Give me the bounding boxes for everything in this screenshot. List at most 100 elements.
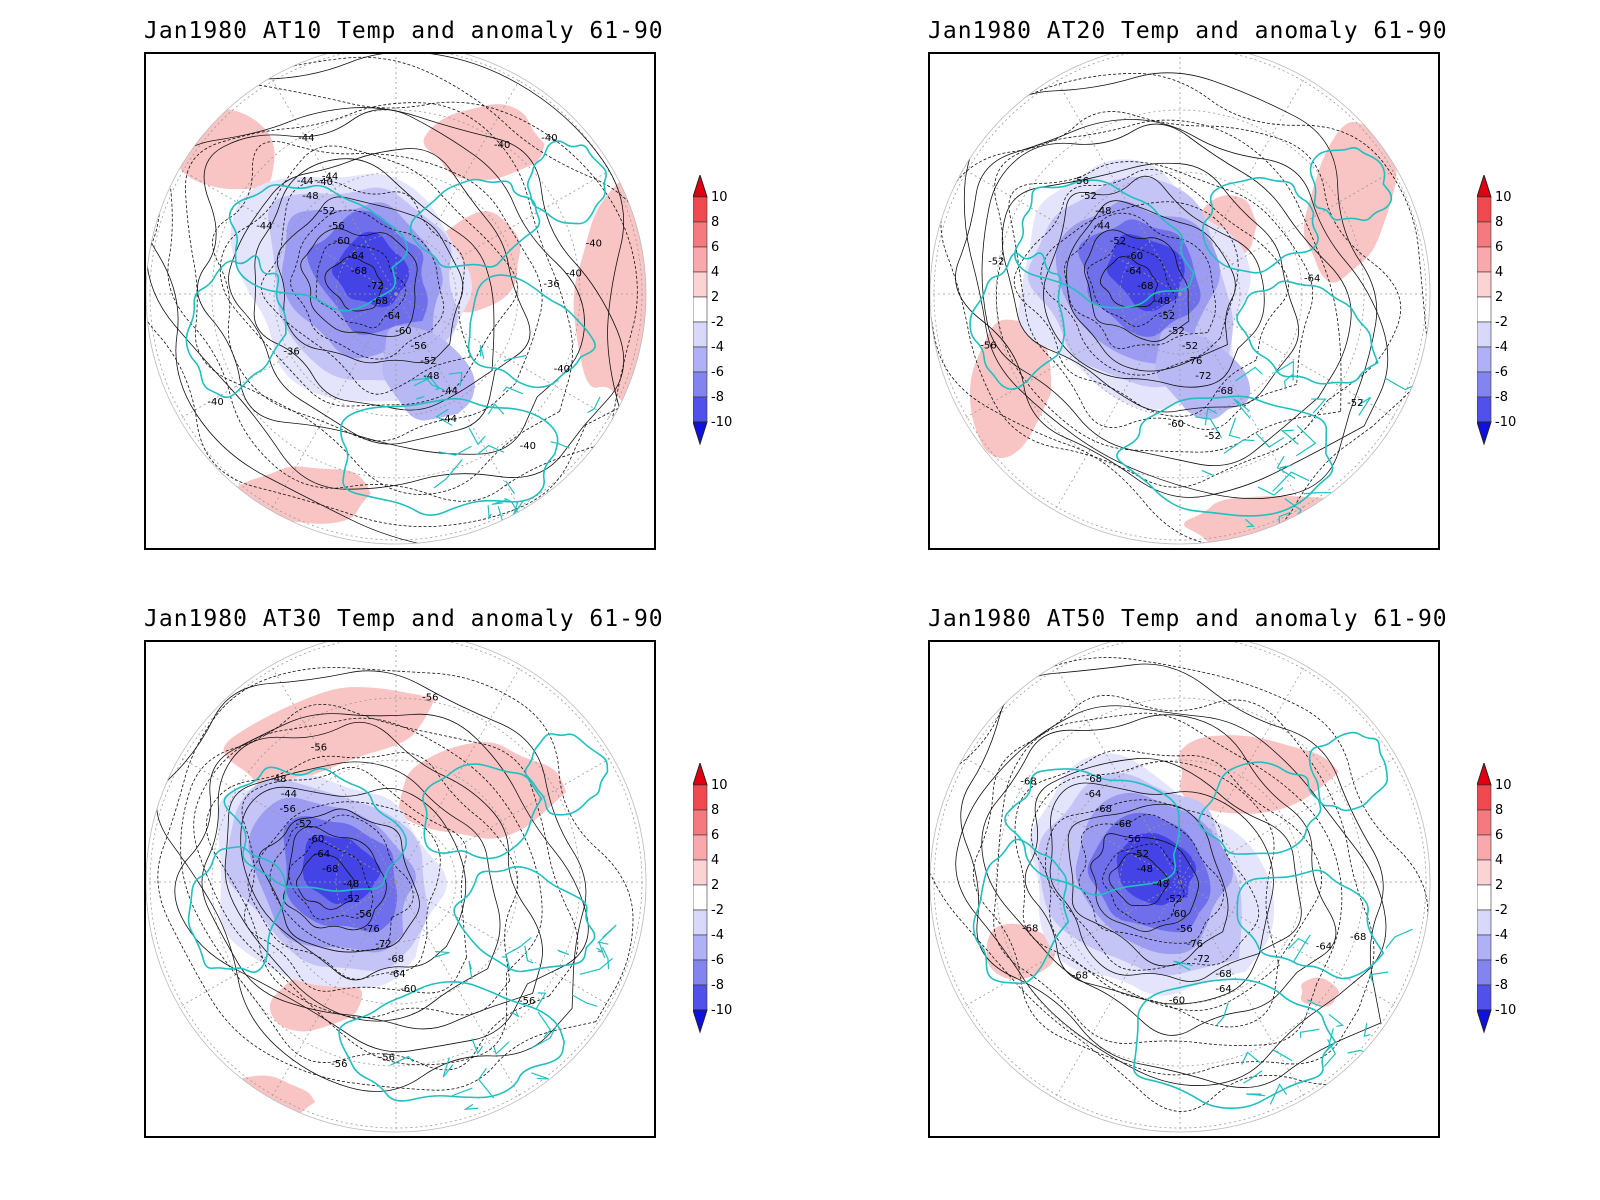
temperature-contour <box>269 814 414 951</box>
country-border <box>1328 1013 1345 1027</box>
panel-at50: Jan1980 AT50 Temp and anomaly 61-90 -68-… <box>784 588 1584 1188</box>
country-border <box>1283 373 1294 390</box>
temperature-contour <box>1024 757 1302 1005</box>
country-border <box>557 949 570 956</box>
colorbar-segment <box>693 221 708 248</box>
country-border <box>504 497 520 516</box>
contour-label: -68 <box>1086 774 1102 785</box>
country-border <box>434 950 450 958</box>
contour-label: -68 <box>1217 386 1233 397</box>
meridian-line <box>395 881 522 1099</box>
meridian-line <box>1179 77 1306 295</box>
contour-label: -52 <box>1110 236 1126 247</box>
colorbar-segment <box>693 909 708 936</box>
contour-label: -40 <box>317 177 333 188</box>
contour-label: -40 <box>541 133 557 144</box>
country-border <box>1278 511 1291 525</box>
contour-label: -60 <box>308 834 324 845</box>
temperature-contour <box>247 801 441 980</box>
coastline <box>228 184 409 312</box>
colorbar-segment <box>693 396 708 423</box>
colorbar-label: 6 <box>1495 240 1504 255</box>
temperature-contour <box>1030 760 1280 1011</box>
colorbar-label: 4 <box>711 853 720 868</box>
polar-map: -48 -44 -56 -52 -60 -64 -68 -48 -52 -56 -76 -72 -68-… <box>144 640 656 1138</box>
country-border <box>1299 1028 1320 1038</box>
contour-label: -44 <box>322 172 338 183</box>
contour-label: -68 <box>1115 819 1131 830</box>
colorbar-label: -10 <box>1495 415 1517 430</box>
colorbar-segment <box>1477 196 1492 223</box>
country-border <box>1358 396 1372 416</box>
meridian-line <box>270 77 397 295</box>
colorbar-label: 6 <box>711 828 720 843</box>
contour-label: -56 <box>331 1059 347 1070</box>
positive-anomaly-region <box>199 1075 316 1126</box>
contour-label: -48 <box>1095 206 1111 217</box>
meridian-line <box>395 77 522 295</box>
colorbar-label: -2 <box>1495 315 1508 330</box>
meridian-line <box>1054 665 1181 883</box>
contour-label: -56 <box>1176 924 1192 935</box>
colorbar-label: -8 <box>711 978 724 993</box>
contour-label: -72 <box>1194 954 1210 965</box>
country-border <box>1381 500 1389 513</box>
coastline <box>453 866 596 973</box>
country-border <box>523 506 543 528</box>
colorbar-label: -2 <box>711 903 724 918</box>
temperature-contour <box>993 712 1343 1046</box>
colorbar-label: 8 <box>1495 215 1504 230</box>
colorbar-arrow-up <box>1477 175 1492 198</box>
negative-anomaly-region <box>1106 234 1185 312</box>
country-border <box>435 408 453 427</box>
country-border <box>1255 432 1285 448</box>
colorbar-segment <box>1477 321 1492 348</box>
latitude-circle <box>211 697 581 1067</box>
latitude-circle <box>995 697 1365 1067</box>
negative-anomaly-region <box>331 231 410 308</box>
contour-label: -44 <box>256 221 272 232</box>
map-svg: -68-64-68-68-56-52-48-48-52-60-56-76-72-… <box>930 642 1431 1133</box>
contour-label: -64 <box>384 311 400 322</box>
contour-label: -48 <box>1137 864 1153 875</box>
polar-map: -44 -48 -52 -56 -60 -64 -68 -72 -68 -64 -60 -56 -52-… <box>144 52 656 550</box>
colorbar-segment <box>693 271 708 298</box>
meridian-line <box>270 293 397 511</box>
contour-label: -40 <box>566 269 582 280</box>
colorbar-segment <box>693 321 708 348</box>
colorbar-segment <box>693 296 708 323</box>
contour-label: -56 <box>280 804 296 815</box>
colorbar-label: -4 <box>711 340 724 355</box>
meridian-line <box>179 881 397 1008</box>
colorbar-segment <box>693 196 708 223</box>
colorbar-label: 8 <box>711 803 720 818</box>
panel-title: Jan1980 AT30 Temp and anomaly 61-90 <box>144 606 664 632</box>
negative-anomaly-region <box>302 834 381 905</box>
meridian-line <box>1179 293 1306 511</box>
contour-label: -52 <box>1205 431 1221 442</box>
temperature-contour <box>1008 161 1314 430</box>
coastline <box>422 763 543 860</box>
positive-anomaly-region <box>1178 735 1340 814</box>
coastline <box>526 140 608 225</box>
colorbar-segment <box>1477 909 1492 936</box>
map-boundary <box>146 54 647 545</box>
temperature-contour <box>1108 852 1170 907</box>
colorbar-segment <box>693 984 708 1011</box>
colorbar-segment <box>1477 859 1492 886</box>
coastline <box>339 397 559 516</box>
map-svg: -56-52-48-44-52-60-64-68-48-52-52-52-76-… <box>930 54 1431 545</box>
country-border <box>1280 429 1299 445</box>
colorbar-arrow-down <box>693 1009 708 1034</box>
contour-label: -56 <box>328 221 344 232</box>
coastline <box>1201 177 1319 274</box>
contour-label: -48 <box>1154 296 1170 307</box>
colorbar-label: 8 <box>1495 803 1504 818</box>
country-border <box>1287 1111 1300 1123</box>
contour-label: -76 <box>363 924 379 935</box>
country-border <box>1257 486 1284 496</box>
colorbar-label: 8 <box>711 215 720 230</box>
country-border <box>468 427 486 446</box>
colorbar-segment <box>693 884 708 911</box>
colorbar-segment <box>693 834 708 861</box>
